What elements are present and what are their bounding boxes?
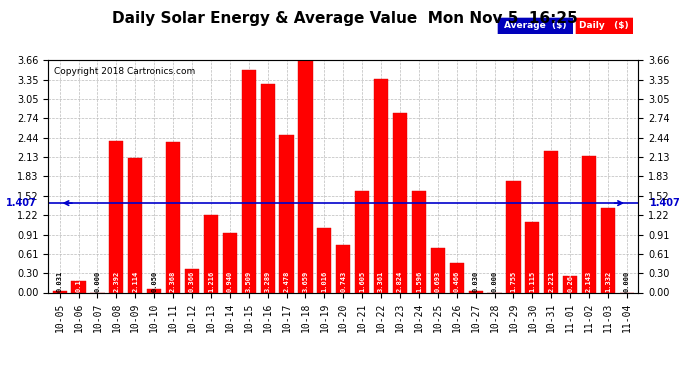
Text: 3.289: 3.289: [265, 271, 270, 292]
Text: 1.407: 1.407: [6, 198, 37, 208]
Text: Copyright 2018 Cartronics.com: Copyright 2018 Cartronics.com: [55, 67, 195, 76]
Text: 2.368: 2.368: [170, 271, 176, 292]
Text: 0.940: 0.940: [227, 271, 233, 292]
Bar: [52, 291, 67, 292]
Text: 0.000: 0.000: [95, 271, 101, 292]
Bar: [185, 269, 199, 292]
Text: 0.743: 0.743: [340, 271, 346, 292]
Text: 2.478: 2.478: [284, 271, 290, 292]
Bar: [431, 249, 445, 292]
Bar: [506, 181, 520, 292]
Bar: [563, 276, 578, 292]
Bar: [355, 190, 369, 292]
Text: 1.596: 1.596: [416, 271, 422, 292]
Text: 2.143: 2.143: [586, 271, 592, 292]
Text: 1.016: 1.016: [322, 271, 327, 292]
Text: 2.221: 2.221: [549, 271, 554, 292]
Bar: [298, 60, 313, 292]
Text: 0.175: 0.175: [75, 271, 81, 292]
Text: Daily Solar Energy & Average Value  Mon Nov 5  16:25: Daily Solar Energy & Average Value Mon N…: [112, 11, 578, 26]
Bar: [241, 70, 256, 292]
Text: Average  ($): Average ($): [504, 21, 566, 30]
Bar: [412, 191, 426, 292]
Text: 1.605: 1.605: [359, 271, 365, 292]
Text: 0.031: 0.031: [57, 271, 63, 292]
Bar: [393, 113, 407, 292]
Bar: [336, 245, 351, 292]
Bar: [317, 228, 331, 292]
Bar: [128, 158, 142, 292]
Bar: [147, 290, 161, 292]
Bar: [261, 84, 275, 292]
Bar: [582, 156, 596, 292]
Text: 0.050: 0.050: [151, 271, 157, 292]
Text: 0.000: 0.000: [491, 271, 497, 292]
Text: 1.407: 1.407: [649, 198, 680, 208]
Text: 2.824: 2.824: [397, 271, 403, 292]
Bar: [525, 222, 540, 292]
Text: 3.659: 3.659: [302, 271, 308, 292]
Text: 0.264: 0.264: [567, 271, 573, 292]
Text: 0.030: 0.030: [473, 271, 479, 292]
Text: Daily   ($): Daily ($): [580, 21, 629, 30]
Bar: [601, 208, 615, 292]
Bar: [204, 215, 218, 292]
Text: 3.361: 3.361: [378, 271, 384, 292]
Bar: [72, 281, 86, 292]
Bar: [279, 135, 294, 292]
Text: 1.216: 1.216: [208, 271, 214, 292]
Text: 0.366: 0.366: [189, 271, 195, 292]
Bar: [166, 142, 180, 292]
Bar: [109, 141, 124, 292]
Text: 2.114: 2.114: [132, 271, 138, 292]
Bar: [469, 291, 483, 292]
Text: 3.509: 3.509: [246, 271, 252, 292]
Text: 0.693: 0.693: [435, 271, 441, 292]
Bar: [374, 79, 388, 292]
Text: 1.332: 1.332: [605, 271, 611, 292]
Text: 2.392: 2.392: [113, 271, 119, 292]
Text: 0.000: 0.000: [624, 271, 630, 292]
Text: 1.755: 1.755: [511, 271, 516, 292]
Text: 1.115: 1.115: [529, 271, 535, 292]
Bar: [544, 152, 558, 292]
Bar: [450, 263, 464, 292]
Text: 0.466: 0.466: [454, 271, 460, 292]
Bar: [223, 233, 237, 292]
